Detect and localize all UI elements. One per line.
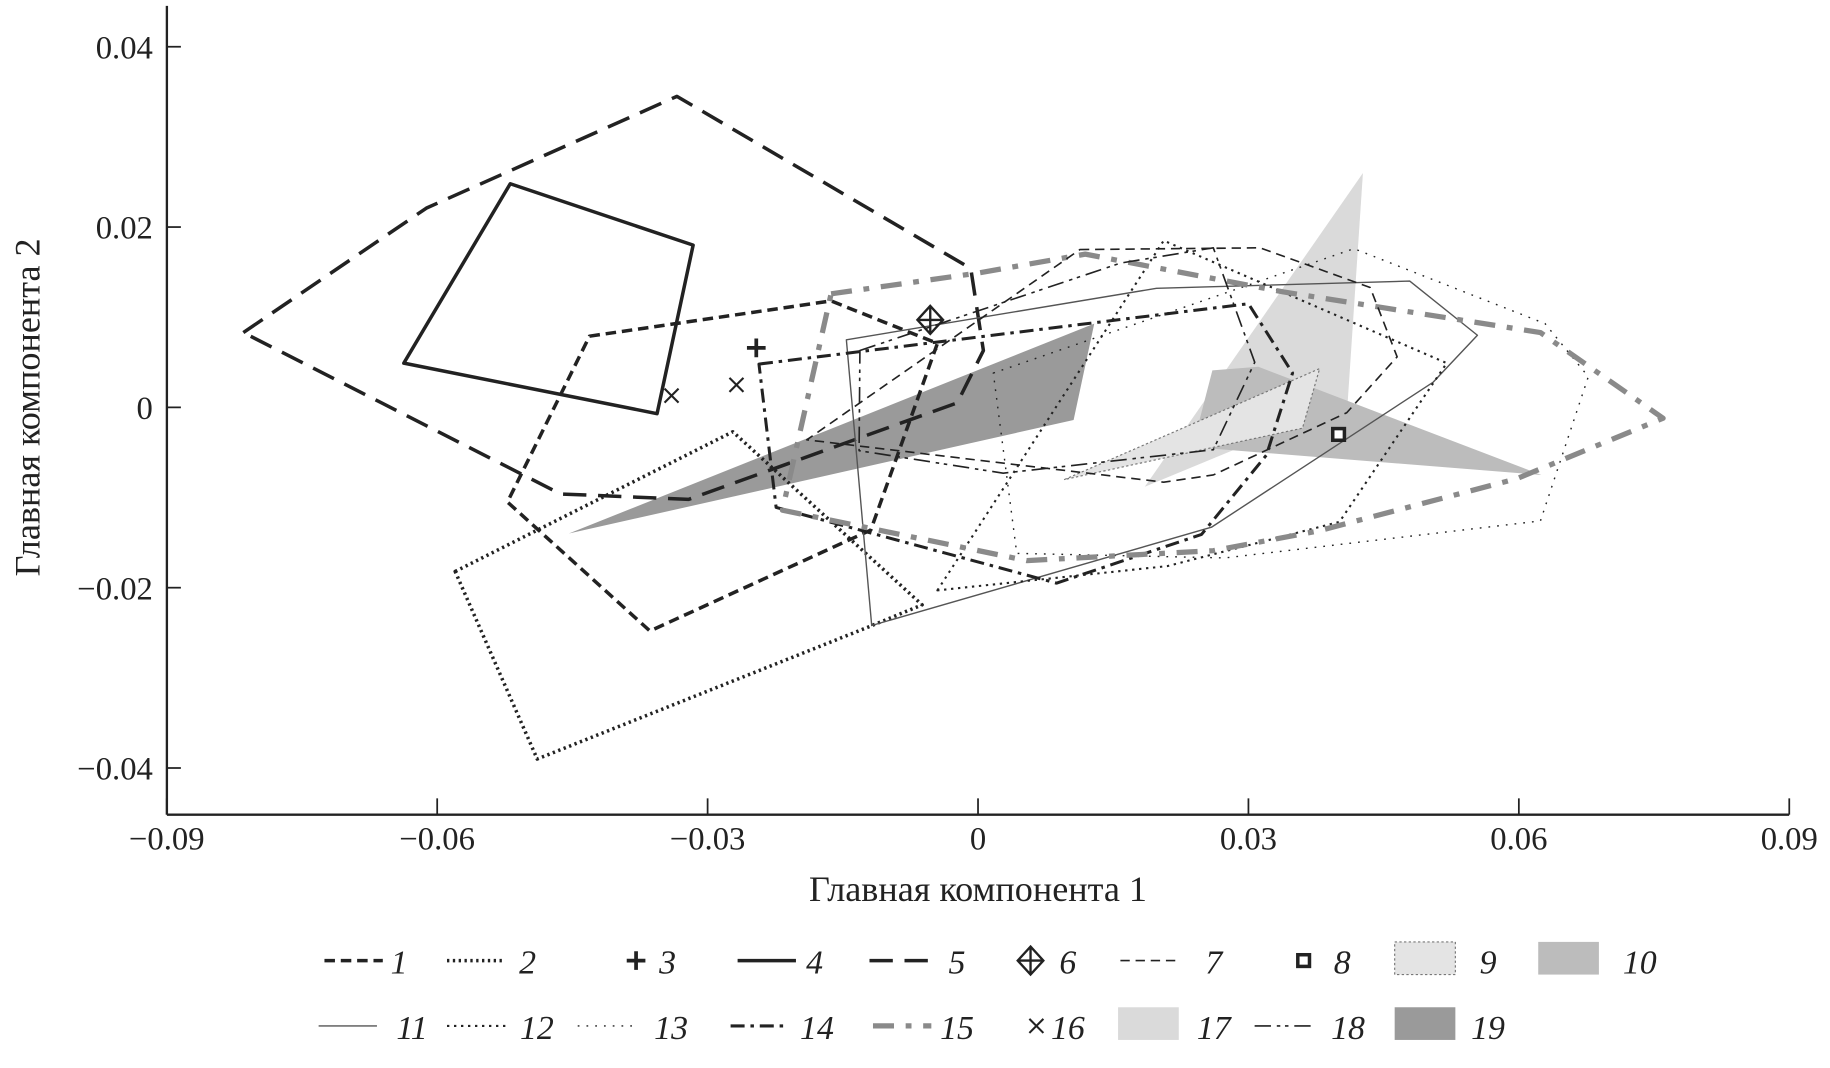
series-8-point	[1330, 426, 1347, 443]
legend-label: 12	[520, 1010, 554, 1047]
legend-label: 1	[391, 944, 408, 981]
y-axis-label: Главная компонента 2	[8, 238, 48, 576]
legend-item-3: 3	[626, 944, 676, 981]
x-tick-label: 0.03	[1220, 822, 1277, 858]
x-tick-label: −0.03	[670, 822, 746, 858]
legend-swatch	[1118, 1007, 1179, 1040]
legend-item-15: 15	[872, 1010, 974, 1047]
series-4-hull	[402, 182, 695, 416]
legend-item-19: 19	[1394, 1007, 1505, 1047]
legend-label: 19	[1471, 1010, 1505, 1047]
legend-label: 9	[1480, 944, 1497, 981]
x-tick-label: 0.06	[1490, 822, 1547, 858]
square-mark	[1296, 952, 1312, 969]
x-tick-label: 0.09	[1761, 822, 1818, 858]
legend-item-6: 6	[1016, 944, 1076, 981]
legend-item-1: 1	[324, 944, 408, 981]
legend-item-12: 12	[446, 1010, 554, 1047]
series-15-hull	[779, 251, 1666, 564]
legend-swatch	[1394, 941, 1456, 976]
legend-item-11: 11	[318, 1010, 428, 1047]
legend-item-2: 2	[446, 944, 536, 981]
x-mark	[728, 377, 745, 393]
series-11-hull	[845, 280, 1479, 627]
legend-swatch	[1394, 1007, 1456, 1040]
legend-item-17: 17	[1118, 1007, 1233, 1047]
x-tick-label: −0.06	[399, 822, 475, 858]
plus-mark	[626, 951, 646, 970]
legend-label: 16	[1051, 1010, 1085, 1047]
series-1-hull	[505, 299, 940, 633]
series-14-hull	[757, 302, 1295, 585]
series-19-hull	[568, 323, 1095, 534]
series-6-point	[915, 304, 945, 336]
diamond-mark	[915, 304, 945, 336]
legend-label: 4	[806, 944, 823, 981]
legend-item-18: 18	[1254, 1010, 1365, 1047]
legend-label: 13	[654, 1010, 688, 1047]
legend-label: 8	[1334, 944, 1351, 981]
legend-label: 2	[519, 944, 536, 981]
x-axis-label: Главная компонента 1	[809, 869, 1147, 909]
series-12-hull	[936, 239, 1448, 592]
legend-item-10: 10	[1538, 941, 1657, 981]
series-18-hull	[858, 247, 1256, 475]
x-mark	[663, 387, 680, 404]
legend-label: 11	[396, 1010, 427, 1047]
legend-label: 10	[1623, 944, 1657, 981]
series-5-hull	[241, 94, 986, 502]
legend-item-4: 4	[737, 944, 823, 981]
square-mark	[1330, 426, 1347, 443]
axes: −0.09 −0.06 −0.03 0 0.03 0.06 0.09 0.04 0.02 0 −0.…	[77, 5, 1818, 858]
x-tick-label: 0	[970, 822, 986, 858]
legend-item-13: 13	[577, 1010, 688, 1047]
legend-label: 7	[1205, 944, 1224, 981]
y-tick-label: −0.02	[77, 571, 153, 607]
legend-symbol	[1016, 944, 1045, 977]
legend-label: 6	[1059, 944, 1076, 981]
y-tick-label: 0	[137, 391, 153, 427]
legend-label: 14	[800, 1010, 834, 1047]
legend-item-8: 8	[1296, 944, 1351, 981]
legend-label: 3	[658, 944, 676, 981]
series-3-point	[746, 338, 766, 358]
y-tick-label: −0.04	[77, 752, 153, 788]
legend-swatch	[1538, 941, 1599, 975]
legend-label: 15	[940, 1010, 974, 1047]
x-mark	[1028, 1018, 1045, 1034]
plot-area	[241, 94, 1666, 761]
legend-label: 5	[949, 944, 966, 981]
legend-symbol	[1028, 1018, 1045, 1034]
legend-item-9: 9	[1394, 941, 1497, 981]
legend-item-14: 14	[730, 1010, 834, 1047]
legend-symbol	[1296, 952, 1312, 969]
series-7-hull	[805, 247, 1398, 483]
x-tick-label: −0.09	[129, 822, 205, 858]
series-16-point	[728, 377, 745, 393]
series-2-hull	[453, 430, 924, 761]
legend-label: 18	[1331, 1010, 1365, 1047]
legend-symbol	[626, 951, 646, 970]
legend-item-16: 16	[1028, 1010, 1085, 1047]
y-tick-label: 0.04	[96, 30, 153, 66]
diamond-mark	[1016, 944, 1045, 977]
legend-label: 17	[1197, 1010, 1233, 1047]
plus-mark	[746, 338, 766, 358]
legend-item-5: 5	[869, 944, 965, 981]
y-tick-label: 0.02	[96, 211, 153, 247]
series-16-point	[663, 387, 680, 404]
legend-item-7: 7	[1120, 944, 1224, 981]
